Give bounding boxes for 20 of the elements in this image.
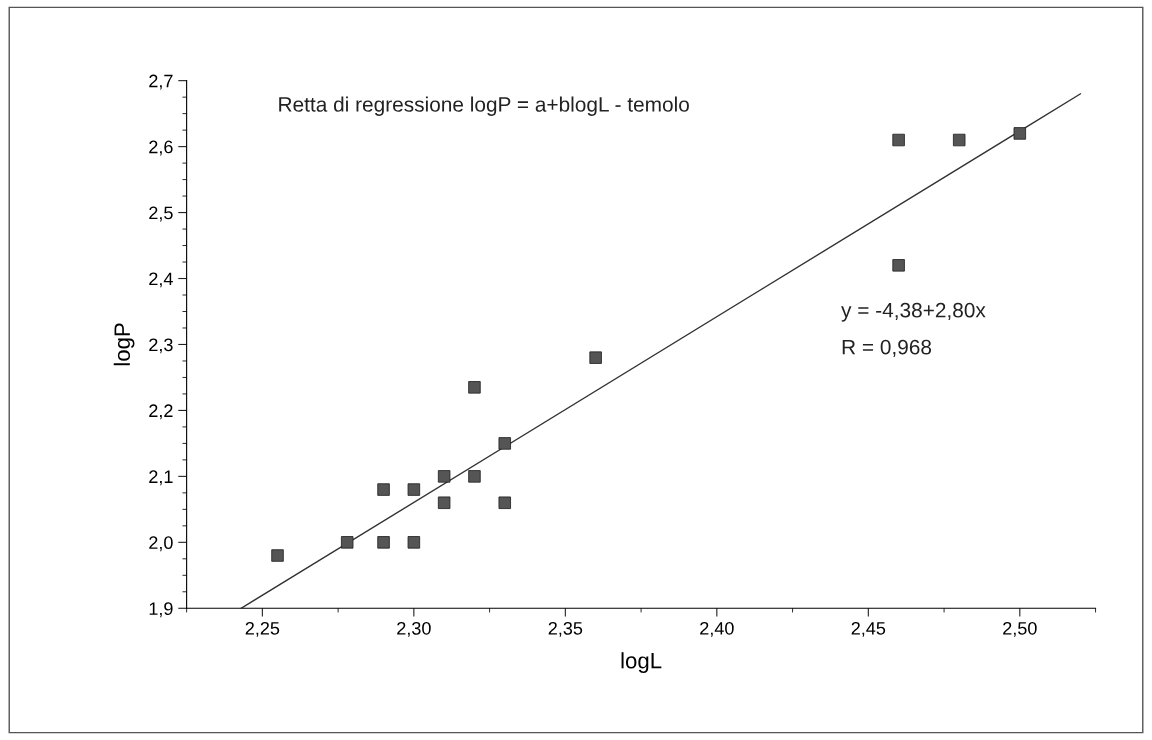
y-tick-label: 2,4 (149, 272, 173, 288)
x-tick-label: 2,25 (245, 621, 280, 637)
y-tick-label: 2,2 (149, 404, 173, 420)
y-tick-label: 2,6 (149, 140, 173, 156)
text: Retta di regressione logP = a+blogL - temolo (279, 96, 689, 116)
annotation: R = 0,968 (842, 339, 932, 357)
y-tick-label: 2,1 (149, 470, 173, 486)
y-tick-label: 2,5 (149, 206, 173, 222)
x-tick-label: 2,45 (851, 621, 886, 637)
y-tick-label: 1,9 (149, 602, 173, 618)
y-tick-label: 2,7 (149, 74, 173, 90)
x-tick-label: 2,35 (548, 621, 583, 637)
annotation: y = -4,38+2,80x (841, 302, 986, 322)
x-tick-label: 2,30 (397, 621, 431, 637)
x-tick-label: 2,50 (1003, 621, 1037, 637)
y-tick-label: 2,3 (149, 338, 173, 354)
y-tick-label: 2,0 (149, 536, 173, 552)
x-tick-label: 2,40 (700, 621, 734, 637)
y-axis-title: logP (113, 323, 135, 366)
x-axis-title: logL (621, 652, 662, 673)
